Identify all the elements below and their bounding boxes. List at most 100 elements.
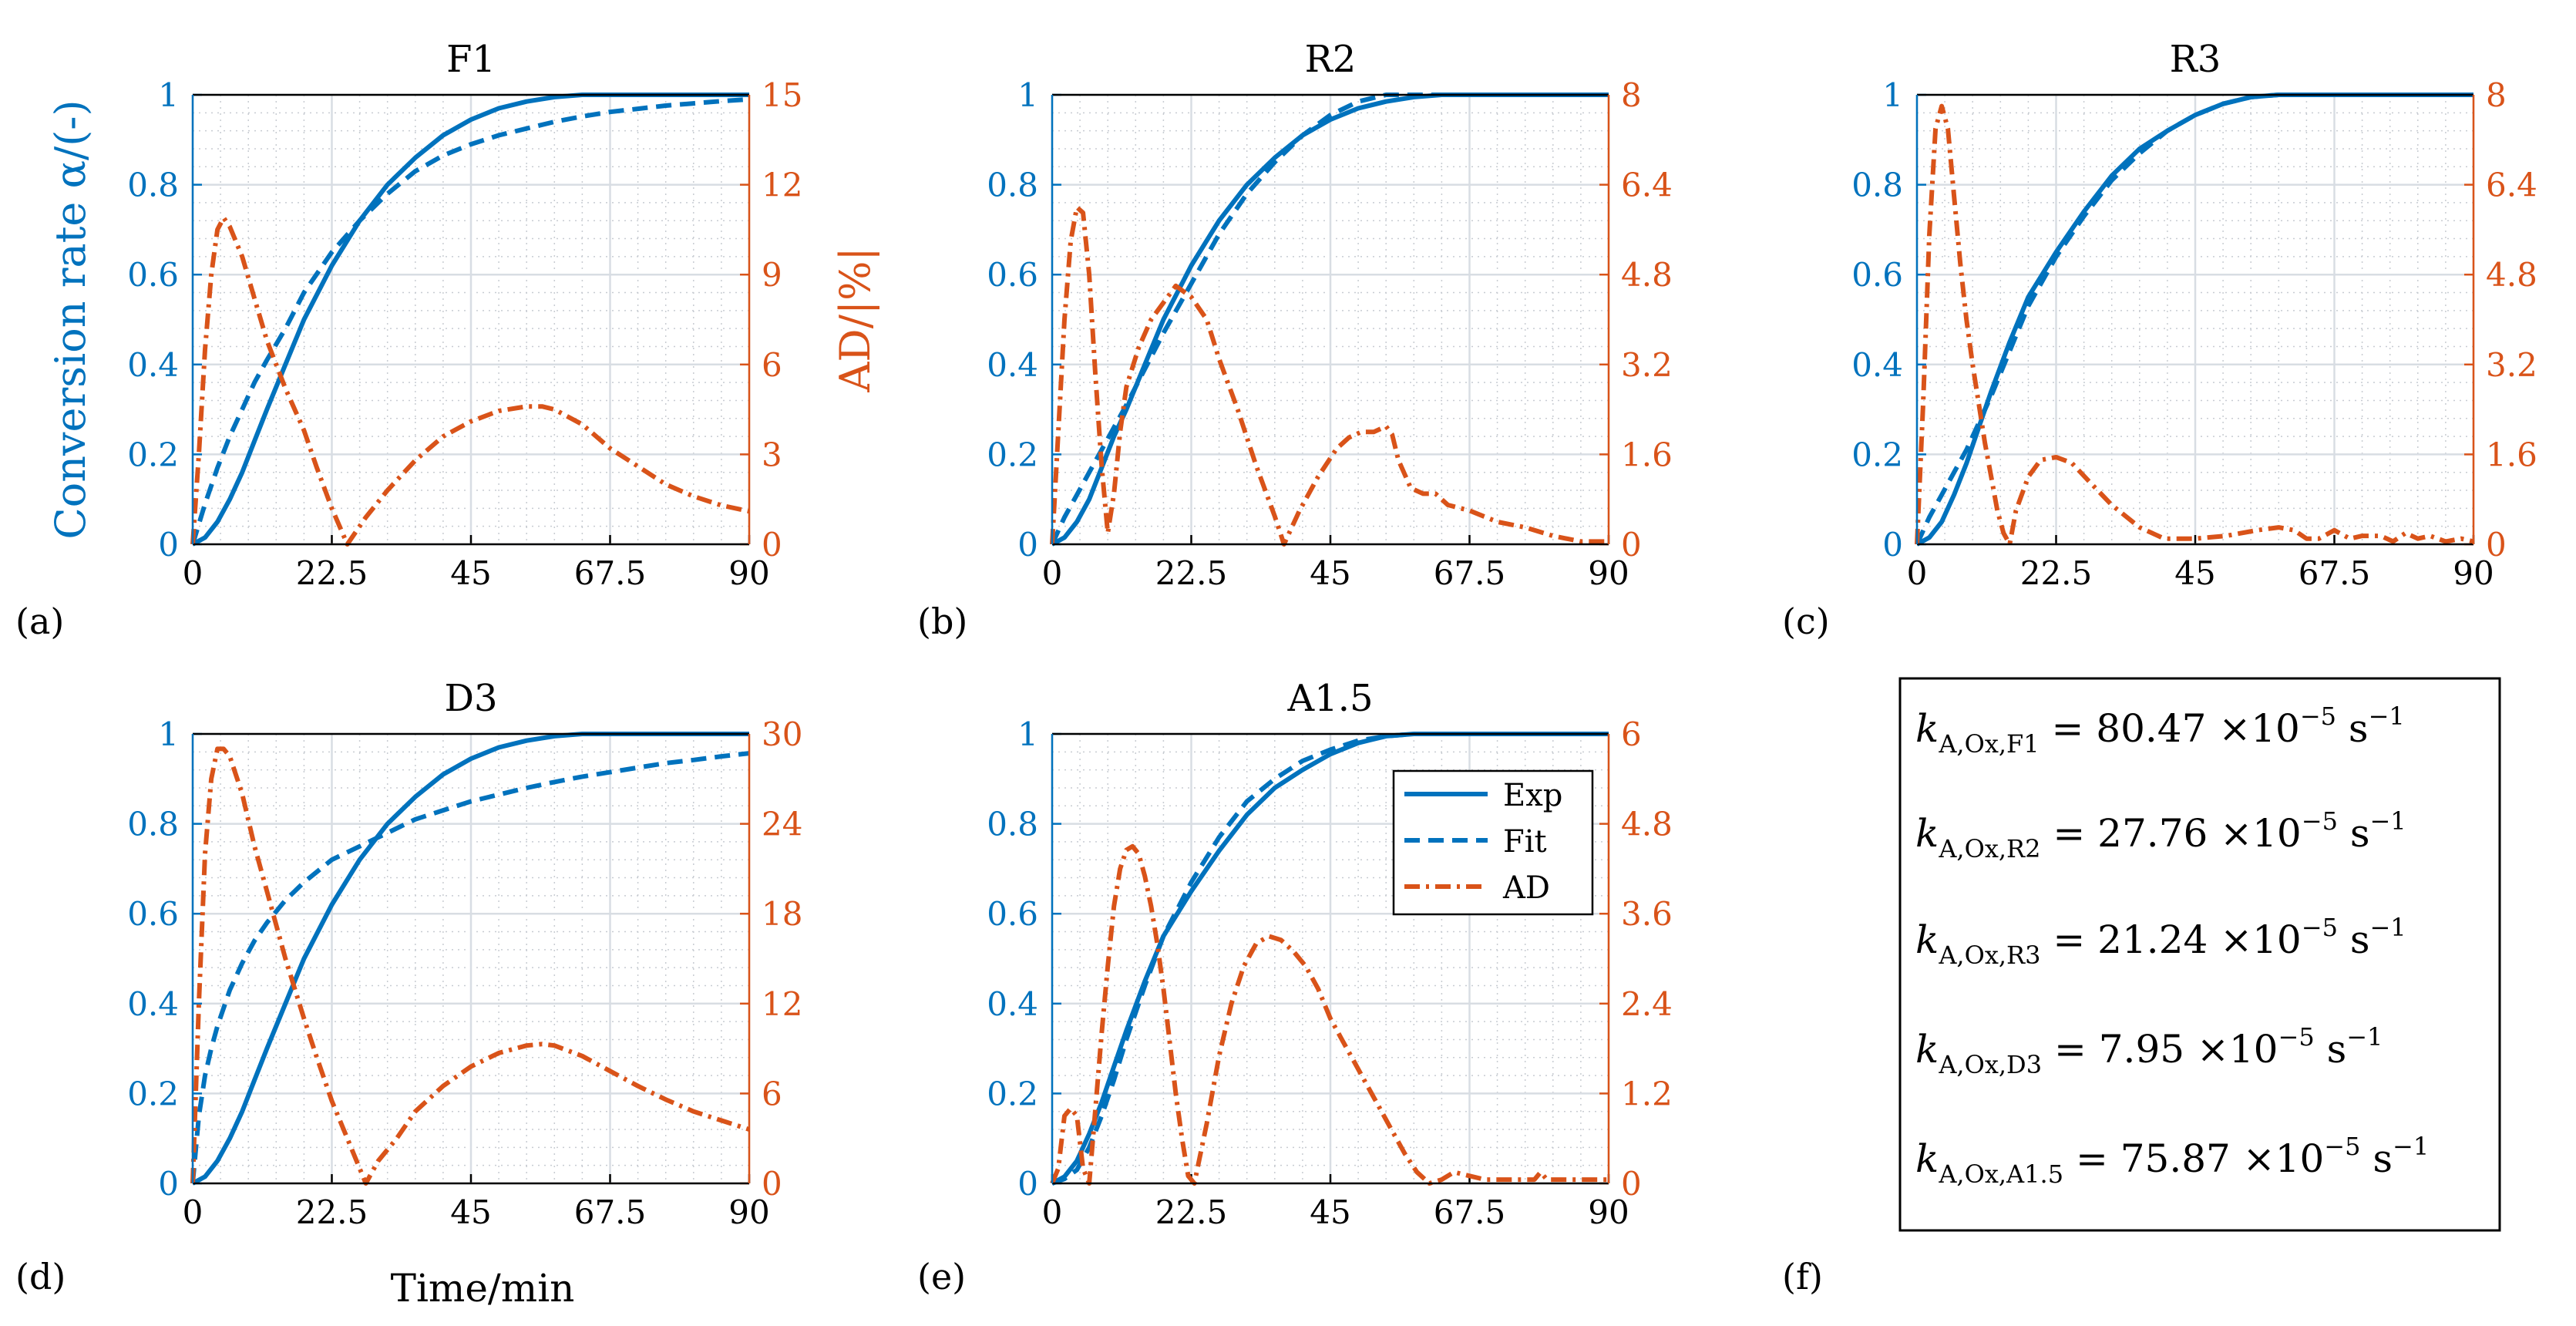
k-multiplier: ×10 [2243, 1136, 2325, 1181]
k-value: = 75.87 [2063, 1136, 2243, 1181]
y-right-tick-label: 4.8 [1621, 256, 1673, 294]
y-left-tick-label: 1 [158, 715, 179, 753]
x-tick-label: 45 [450, 1193, 491, 1231]
panel-title: R2 [1305, 38, 1357, 81]
y-right-tick-label: 18 [762, 895, 802, 933]
k-unit-exponent: −1 [2369, 806, 2406, 836]
x-tick-label: 67.5 [2299, 554, 2371, 592]
y-right-tick-label: 4.8 [1621, 806, 1673, 843]
k-exponent: −5 [2302, 806, 2338, 836]
y-left-tick-label: 1 [1017, 715, 1038, 753]
k-value: = 21.24 [2041, 917, 2221, 962]
panel-title: R3 [2170, 38, 2221, 81]
y-left-tick-label: 0.8 [1851, 167, 1903, 204]
x-tick-label: 67.5 [1434, 1193, 1506, 1231]
x-tick-label: 90 [2453, 554, 2494, 592]
k-multiplier: ×10 [2197, 1027, 2278, 1072]
x-tick-label: 45 [1310, 1193, 1350, 1231]
y-left-tick-label: 1 [158, 76, 179, 114]
k-unit-exponent: −1 [2369, 913, 2406, 942]
k-value: = 27.76 [2041, 811, 2221, 856]
panels: 0 22.5 45 67.5 9000.20.40.60.8103691215F1(a)… [15, 38, 2537, 1297]
y-left-tick-label: 0.6 [987, 895, 1038, 933]
y-left-tick-label: 0.4 [987, 985, 1038, 1023]
y-left-axis-label: Conversion rate α/(-) [46, 99, 95, 539]
y-right-tick-label: 0 [2486, 526, 2507, 564]
y-right-tick-label: 6 [762, 1075, 782, 1112]
legend-label-ad: AD [1502, 870, 1550, 906]
panel-title: D3 [444, 677, 497, 720]
y-left-tick-label: 0 [158, 526, 179, 564]
y-right-tick-label: 8 [1621, 76, 1642, 114]
y-right-tick-label: 3.2 [2486, 346, 2537, 384]
series-ad-line [1050, 843, 1609, 1186]
rate-constant-row: kA,Ox,A1.5 = 75.87 ×10−5 s−1 [1915, 1132, 2429, 1189]
y-left-tick-label: 0.4 [987, 346, 1038, 384]
k-unit: s [2338, 917, 2370, 962]
series-fit-line [1051, 732, 1442, 1186]
panel-label-f: (f) [1782, 1256, 1823, 1297]
k-symbol: k [1915, 1027, 1939, 1072]
k-subscript: A,Ox,R3 [1938, 941, 2040, 970]
x-tick-label: 67.5 [574, 1193, 647, 1231]
panel-title: F1 [446, 38, 496, 81]
x-tick-label: 67.5 [574, 554, 647, 592]
y-right-tick-label: 12 [762, 167, 802, 204]
x-tick-label: 0 [1907, 554, 1928, 592]
x-tick-label: 90 [1588, 554, 1629, 592]
y-left-tick-label: 0.2 [1851, 436, 1903, 473]
k-subscript: A,Ox,D3 [1938, 1050, 2042, 1079]
y-left-tick-label: 0 [1882, 526, 1903, 564]
constants-frame [1898, 677, 2501, 1232]
y-right-tick-label: 2.4 [1621, 985, 1673, 1023]
x-tick-label: 0 [183, 554, 203, 592]
x-tick-label: 45 [2174, 554, 2215, 592]
x-tick-label: 90 [1588, 1193, 1629, 1231]
panel-label: (e) [917, 1256, 966, 1297]
y-left-tick-label: 0.6 [987, 256, 1038, 294]
series-ad-line [1050, 204, 1609, 547]
y-left-tick-label: 0.6 [127, 895, 179, 933]
y-right-tick-label: 4.8 [2486, 256, 2537, 294]
k-subscript: A,Ox,F1 [1938, 729, 2039, 759]
y-left-tick-label: 0.4 [127, 985, 179, 1023]
k-unit: s [2360, 1136, 2393, 1181]
y-left-tick-label: 0 [1017, 1165, 1038, 1203]
y-right-tick-label: 0 [1621, 526, 1642, 564]
k-subscript: A,Ox,R2 [1938, 834, 2040, 863]
k-subscript: A,Ox,A1.5 [1938, 1159, 2063, 1189]
panel-label: (c) [1782, 601, 1830, 642]
y-right-tick-label: 3.6 [1621, 895, 1673, 933]
legend-label-exp: Exp [1503, 778, 1562, 813]
series-fit-line [1050, 93, 1442, 546]
panel-r2: 0 22.5 45 67.5 9000.20.40.60.8101.63.24.86.4… [917, 38, 1673, 642]
k-exponent: −5 [2278, 1022, 2315, 1052]
panel-title: A1.5 [1287, 677, 1374, 720]
y-left-tick-label: 0.8 [987, 167, 1038, 204]
y-right-tick-label: 0 [762, 526, 782, 564]
y-right-tick-label: 9 [762, 256, 782, 294]
k-exponent: −5 [2324, 1132, 2360, 1161]
y-left-tick-label: 0.8 [127, 167, 179, 204]
x-tick-label: 67.5 [1434, 554, 1506, 592]
x-tick-label: 90 [728, 1193, 769, 1231]
y-left-tick-label: 0.8 [987, 806, 1038, 843]
k-unit-exponent: −1 [2369, 702, 2405, 731]
y-left-tick-label: 0.2 [127, 1075, 179, 1112]
k-symbol: k [1915, 1136, 1939, 1181]
constants-box: kA,Ox,F1 = 80.47 ×10−5 s−1 k A,Ox,R2 = 27.… [1898, 677, 2501, 1232]
y-right-axis-label: AD/|%| [831, 247, 879, 392]
series-fit-line [190, 96, 750, 545]
x-axis-label: Time/min [391, 1266, 575, 1311]
k-unit-exponent: −1 [2393, 1132, 2429, 1161]
k-unit: s [2336, 706, 2369, 751]
y-left-tick-label: 1 [1017, 76, 1038, 114]
x-tick-label: 0 [1042, 554, 1063, 592]
k-multiplier: ×10 [2220, 811, 2302, 856]
rate-constant-row: kA,Ox,F1 = 80.47 ×10−5 s−1 [1915, 702, 2405, 759]
y-left-tick-label: 0.2 [987, 1075, 1038, 1112]
y-left-tick-label: 0 [158, 1165, 179, 1203]
y-right-tick-label: 6.4 [2486, 167, 2537, 204]
k-exponent: −5 [2300, 702, 2336, 731]
